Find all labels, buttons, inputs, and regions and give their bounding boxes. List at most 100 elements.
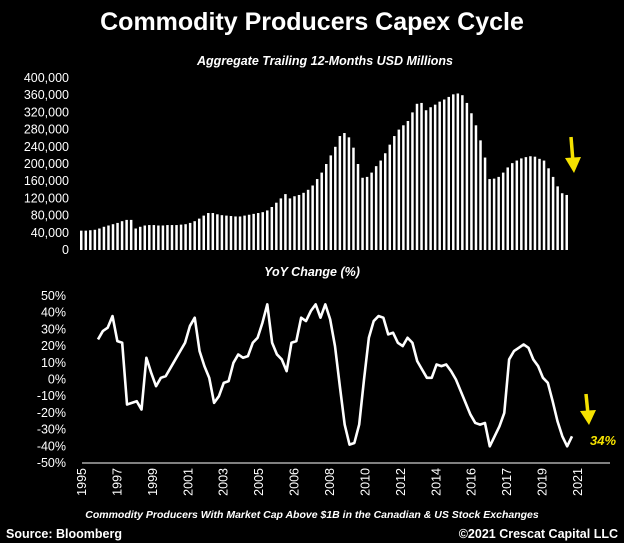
capex-bar [143,225,147,250]
bar-down-arrow-icon [565,136,581,173]
bar-chart-subtitle: Aggregate Trailing 12-Months USD Million… [196,54,453,68]
line-x-tick-label: 2008 [323,468,337,496]
capex-bar [93,229,97,250]
line-y-tick-label: -10% [37,389,66,403]
capex-bar [184,224,187,250]
line-x-tick-label: 2017 [500,468,514,496]
bar-y-axis: 0 40,000 80,000 120,000 160,000 200,000 240,00… [24,71,69,257]
capex-bar [343,133,346,250]
capex-bar [216,214,219,250]
capex-bar [288,198,292,250]
line-x-axis: 1995 1997 1999 2001 2003 2005 2006 2008 2010 2012… [75,468,585,496]
line-x-tick-label: 1999 [146,468,160,496]
capex-bar [252,213,255,250]
capex-bar [116,222,119,250]
line-x-tick-label: 2012 [394,468,408,496]
capex-bar [238,216,242,250]
capex-bar-chart: Aggregate Trailing 12-Months USD Million… [24,54,581,257]
capex-bar [438,101,441,251]
bar-y-tick-label: 400,000 [24,71,69,85]
capex-bar [197,218,201,250]
footer-copyright: ©2021 Crescat Capital LLC [459,527,618,541]
capex-bar [107,225,110,250]
line-x-tick-label: 1997 [110,468,124,496]
capex-bars [80,93,568,251]
capex-bar [352,147,355,250]
capex-bar [329,155,333,250]
capex-bar [465,102,469,250]
capex-bar [556,186,559,250]
capex-bar [193,221,196,250]
yoy-line-chart: YoY Change (%) 50% 40% 30% 20% 10% 0% -10% -20%… [37,265,617,496]
capex-bar [134,228,137,250]
line-y-tick-label: -20% [37,406,66,420]
capex-bar [334,146,337,250]
capex-bar [406,121,410,250]
capex-bar [170,225,174,250]
line-x-tick-label: 2005 [252,468,266,496]
capex-bar [293,196,296,250]
bar-y-tick-label: 240,000 [24,140,69,154]
capex-bar [207,213,210,250]
capex-bar [256,213,260,250]
capex-bar [284,194,287,250]
capex-bar [152,225,156,250]
capex-bar [111,224,115,250]
capex-bar [461,95,464,250]
capex-bar [234,216,237,250]
capex-bar [379,160,382,250]
capex-bar [420,102,423,250]
capex-bar [347,137,351,250]
capex-bar [202,215,205,250]
capex-bar [506,167,509,250]
capex-bar [179,224,183,250]
capex-bar [492,178,496,250]
capex-bar [175,225,178,250]
capex-bar [488,179,491,250]
capex-bar [138,226,142,250]
capex-bar [148,225,151,250]
line-x-tick-label: 2001 [181,468,195,496]
line-y-tick-label: 20% [41,339,66,353]
capex-bar [297,194,301,250]
capex-bar [442,99,446,250]
bar-y-tick-label: 0 [62,243,69,257]
capex-bar [161,225,165,250]
capex-bar [447,96,450,250]
line-y-tick-label: -50% [37,456,66,470]
capex-bar [479,140,482,250]
line-x-tick-label: 2003 [217,468,231,496]
capex-bar [270,207,274,250]
line-y-tick-label: -30% [37,423,66,437]
capex-bar [474,125,478,250]
capex-bar [433,104,437,250]
capex-bar [551,176,555,250]
capex-bar [470,113,473,250]
line-x-tick-label: 2010 [358,468,372,496]
capex-bar [365,176,369,250]
capex-bar [311,185,314,250]
bar-y-tick-label: 160,000 [24,174,69,188]
capex-bar [166,225,169,250]
capex-bar [80,230,83,250]
capex-bar [524,157,528,250]
capex-bar [211,213,215,250]
capex-bar [243,215,246,250]
capex-bar [102,226,106,250]
line-y-tick-label: 40% [41,306,66,320]
line-y-tick-label: -40% [37,439,66,453]
capex-bar [84,230,88,250]
capex-bar [415,103,419,250]
capex-bar [374,166,378,250]
capex-bar [456,93,460,250]
chart-title: Commodity Producers Capex Cycle [100,8,524,36]
capex-bar [515,160,519,250]
capex-bar [483,157,487,250]
capex-bar [338,136,342,250]
footer-note: Commodity Producers With Market Cap Abov… [85,509,539,521]
line-x-tick-label: 2014 [429,468,443,496]
capex-bar [266,210,269,250]
capex-bar [98,228,101,250]
line-y-tick-label: 0% [48,373,66,387]
capex-bar [511,163,514,250]
